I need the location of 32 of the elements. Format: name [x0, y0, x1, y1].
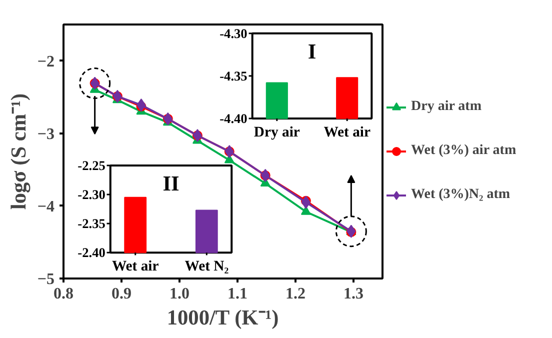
y-tick-label: -4.30	[220, 26, 248, 41]
x-tick-label: Wet air	[112, 258, 160, 275]
y-tick-label: −4	[37, 198, 55, 216]
x-axis-title: 1000/T (K⁻¹)	[166, 306, 279, 330]
chart-title: I	[308, 39, 316, 64]
y-tick-label: -2.40	[78, 245, 106, 260]
point	[301, 196, 310, 209]
y-tick-label: -2.30	[78, 187, 106, 202]
x-tick-label: 1.0	[170, 286, 190, 302]
y-tick-label: -2.25	[78, 158, 106, 173]
x-tick-label: 1.2	[286, 286, 306, 302]
y-tick-label: -2.35	[78, 216, 106, 232]
y-tick-label: −2	[37, 53, 55, 70]
y-tick-label: -4.35	[220, 68, 248, 84]
legend-label: Dry air atm	[411, 99, 482, 115]
y-tick-label: −3	[37, 126, 55, 143]
x-tick-label: Dry air	[254, 124, 300, 140]
x-tick-label: 1.3	[344, 286, 364, 302]
legend-label: Wet (3%) air atm	[411, 143, 516, 159]
x-tick-label: Wet air	[324, 124, 371, 140]
point	[300, 206, 311, 215]
y-tick-label: -4.40	[220, 110, 248, 126]
x-tick-label: Wet N₂	[184, 258, 230, 275]
point	[224, 154, 234, 164]
y-tick-label: −5	[37, 271, 55, 288]
chart-title: II	[162, 171, 180, 196]
legend-label: Wet (3%)N₂ atm	[411, 187, 510, 203]
point	[136, 98, 146, 112]
x-tick-label: 0.9	[112, 286, 132, 302]
x-tick-label: 0.8	[54, 286, 74, 302]
x-tick-label: 1.1	[228, 286, 248, 302]
y-axis-title: logσ (S cm⁻¹)	[6, 93, 30, 210]
